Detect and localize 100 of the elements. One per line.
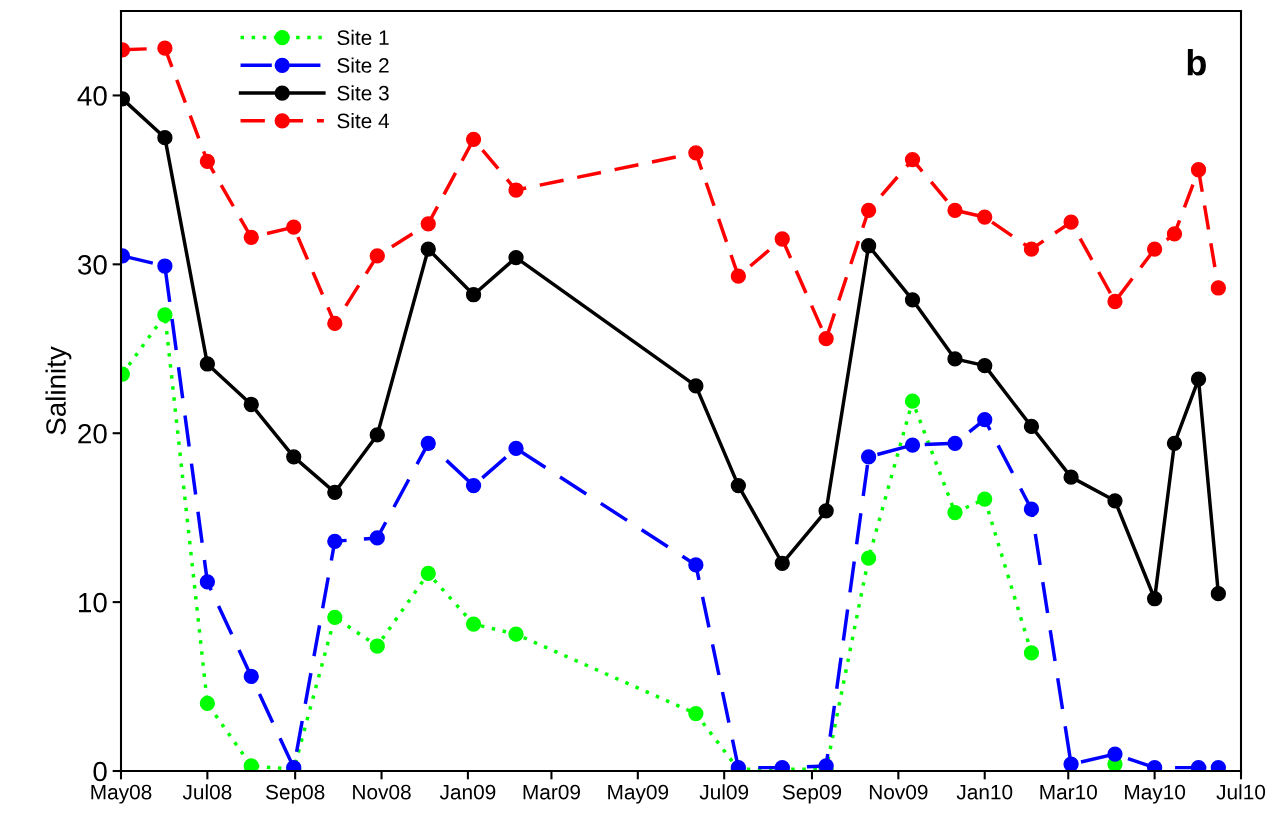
point <box>199 695 216 712</box>
x-tick-label: May10 <box>1125 784 1186 804</box>
point <box>327 484 343 500</box>
point <box>904 292 921 308</box>
x-tick-label: Mar10 <box>1040 784 1097 800</box>
point <box>860 550 877 566</box>
point <box>1210 586 1226 602</box>
point <box>774 231 790 247</box>
point <box>1146 241 1163 257</box>
point <box>1023 418 1040 435</box>
point <box>243 758 259 771</box>
point <box>1146 591 1163 607</box>
x-tick-label: Jan10 <box>956 784 1013 800</box>
point <box>199 574 216 590</box>
point <box>818 331 834 347</box>
point <box>369 530 385 546</box>
point <box>157 130 173 146</box>
point <box>199 153 216 169</box>
point <box>1063 214 1079 230</box>
point <box>369 427 385 443</box>
point <box>774 555 790 571</box>
point <box>688 378 704 394</box>
point <box>947 504 963 521</box>
point <box>243 668 259 685</box>
point <box>904 393 921 409</box>
x-tick-label: Jul10 <box>1216 784 1266 800</box>
point <box>977 209 993 225</box>
point <box>1107 293 1123 310</box>
y-tick-label: 10 <box>79 592 107 613</box>
point <box>1190 162 1207 178</box>
point <box>730 477 746 494</box>
point <box>1210 280 1226 296</box>
point <box>327 533 343 549</box>
point <box>688 705 704 722</box>
y-tick-label: 20 <box>78 423 107 444</box>
x-tick-label: Mar09 <box>523 784 580 800</box>
point <box>157 258 173 274</box>
x-tick-label: Jul08 <box>182 784 232 800</box>
point <box>508 249 524 266</box>
point <box>977 358 993 374</box>
point <box>1190 371 1207 387</box>
legend-label: Site 2 <box>337 57 389 73</box>
point <box>243 229 259 245</box>
point <box>818 503 834 519</box>
point <box>904 151 921 168</box>
x-tick-label: Jul09 <box>699 784 749 800</box>
point <box>157 307 173 323</box>
y-tick-label: 40 <box>77 86 107 106</box>
point <box>465 131 482 147</box>
point <box>327 315 343 332</box>
y-tick-label: 0 <box>93 761 107 782</box>
point <box>1107 493 1123 509</box>
point <box>420 435 436 451</box>
x-tick-label: May08 <box>91 784 152 804</box>
point <box>1023 501 1040 517</box>
x-tick-label: Nov09 <box>869 784 928 800</box>
point <box>157 40 173 56</box>
x-tick-label: Sep08 <box>265 784 325 804</box>
point <box>1023 241 1040 257</box>
y-axis-title: Salinity <box>45 346 72 435</box>
point <box>286 449 302 465</box>
point <box>465 616 482 632</box>
point <box>465 287 482 303</box>
point <box>1166 435 1183 451</box>
point <box>1063 469 1079 485</box>
x-tick-label: Jan09 <box>439 784 496 800</box>
point <box>860 238 877 254</box>
annotation: b <box>1187 49 1206 76</box>
point <box>904 437 921 453</box>
x-tick-label: May09 <box>608 784 669 804</box>
point <box>1107 746 1123 762</box>
legend-label: Site 4 <box>337 113 390 129</box>
point <box>977 412 993 428</box>
y-tick-label: 30 <box>77 255 107 275</box>
point <box>199 356 216 372</box>
point <box>327 609 343 625</box>
legend-label: Site 3 <box>337 85 389 101</box>
x-tick-label: Sep09 <box>782 784 842 804</box>
point <box>420 241 436 257</box>
point <box>508 182 524 198</box>
point <box>860 449 877 465</box>
point <box>947 435 963 451</box>
point <box>420 565 436 582</box>
point <box>369 638 385 654</box>
point <box>465 477 482 494</box>
point <box>508 440 524 457</box>
point <box>977 491 993 507</box>
point <box>1063 756 1079 771</box>
point <box>243 396 259 413</box>
x-tick-label: Nov08 <box>353 784 411 800</box>
point <box>420 216 436 232</box>
point <box>286 219 302 235</box>
point <box>860 202 877 218</box>
point <box>688 557 704 573</box>
legend-label: Site 1 <box>337 29 389 46</box>
point <box>369 248 385 264</box>
point <box>947 202 963 218</box>
point <box>947 351 963 367</box>
point <box>1166 226 1183 242</box>
point <box>1023 645 1040 661</box>
